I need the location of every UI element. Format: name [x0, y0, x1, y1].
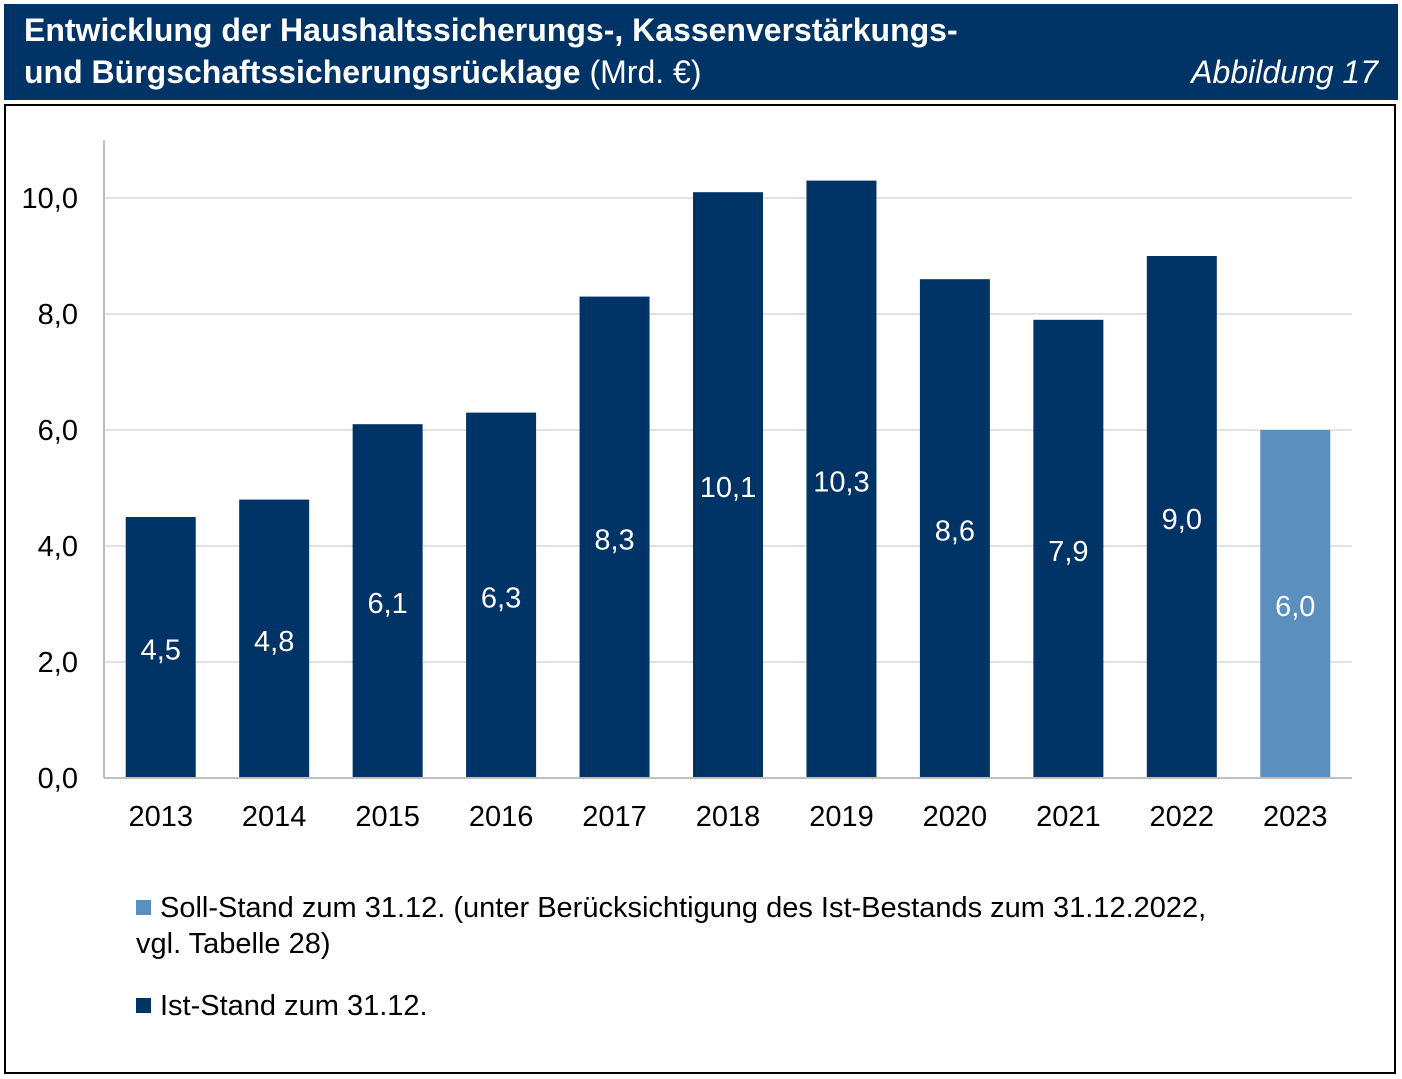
x-tick-label-2020: 2020: [923, 801, 988, 833]
data-label-2016: 6,3: [481, 582, 521, 614]
x-tick-label-2018: 2018: [696, 801, 761, 833]
data-label-2013: 4,5: [141, 635, 181, 667]
bar-2022: [1146, 256, 1217, 778]
data-label-2019: 10,3: [813, 466, 869, 498]
x-tick-label-2014: 2014: [242, 801, 307, 833]
legend-label-ist: Ist-Stand zum 31.12.: [160, 990, 428, 1022]
chart-title-unit: (Mrd. €): [580, 54, 702, 90]
y-tick-label-4: 8,0: [38, 299, 78, 331]
bar-2016: [466, 412, 537, 778]
bar-2023: [1260, 430, 1331, 778]
data-label-2023: 6,0: [1275, 591, 1315, 623]
legend-item-soll: Soll-Stand zum 31.12. (unter Berücksicht…: [136, 890, 1206, 962]
bar-2013: [125, 517, 196, 778]
legend-swatch-soll: [136, 900, 151, 915]
bar-2014: [239, 499, 310, 778]
data-label-2020: 8,6: [935, 516, 975, 548]
bar-2021: [1033, 319, 1104, 778]
legend-item-ist: Ist-Stand zum 31.12.: [136, 988, 428, 1024]
chart-header: Entwicklung der Haushaltssicherungs-, Ka…: [4, 4, 1398, 100]
x-tick-label-2013: 2013: [128, 801, 193, 833]
chart-title-line1: Entwicklung der Haushaltssicherungs-, Ka…: [24, 12, 958, 48]
data-label-2022: 9,0: [1162, 504, 1202, 536]
x-tick-label-2023: 2023: [1263, 801, 1328, 833]
bar-2018: [693, 192, 763, 778]
chart-frame: 0,0 2,0 4,0 6,0 8,0 10,0 4,5 2013 4,8 2014 6,1 2015…: [4, 104, 1396, 1074]
x-tick-label-2021: 2021: [1036, 801, 1101, 833]
x-tick-label-2015: 2015: [355, 801, 420, 833]
legend-swatch-ist: [136, 998, 151, 1013]
bar-2017: [579, 296, 650, 778]
y-tick-label-0: 0,0: [38, 763, 78, 795]
chart-title-line2: und Bürgschaftssicherungsrücklage (Mrd. …: [24, 54, 701, 91]
chart-title-line2-bold: und Bürgschaftssicherungsrücklage: [24, 54, 581, 90]
bar-2020: [919, 279, 990, 778]
bar-chart: 0,0 2,0 4,0 6,0 8,0 10,0 4,5 2013 4,8 2014 6,1 2015…: [22, 140, 1352, 833]
bar-2019: [806, 180, 877, 779]
y-tick-label-2: 4,0: [38, 531, 78, 563]
data-label-2015: 6,1: [367, 588, 407, 620]
y-tick-label-5: 10,0: [22, 183, 78, 215]
y-tick-label-3: 6,0: [38, 415, 78, 447]
y-tick-label-1: 2,0: [38, 647, 78, 679]
legend-label-soll-line2: vgl. Tabelle 28): [136, 928, 331, 960]
legend-label-soll-line1: Soll-Stand zum 31.12. (unter Berücksicht…: [160, 892, 1207, 924]
figure-label: Abbildung 17: [1191, 54, 1378, 90]
data-label-2014: 4,8: [254, 626, 294, 658]
x-tick-label-2016: 2016: [469, 801, 534, 833]
data-label-2018: 10,1: [700, 472, 756, 504]
x-tick-label-2019: 2019: [809, 801, 874, 833]
bar-2015: [352, 424, 423, 778]
data-label-2017: 8,3: [594, 524, 634, 556]
x-tick-label-2017: 2017: [582, 801, 647, 833]
x-tick-label-2022: 2022: [1150, 801, 1215, 833]
data-label-2021: 7,9: [1048, 536, 1088, 568]
